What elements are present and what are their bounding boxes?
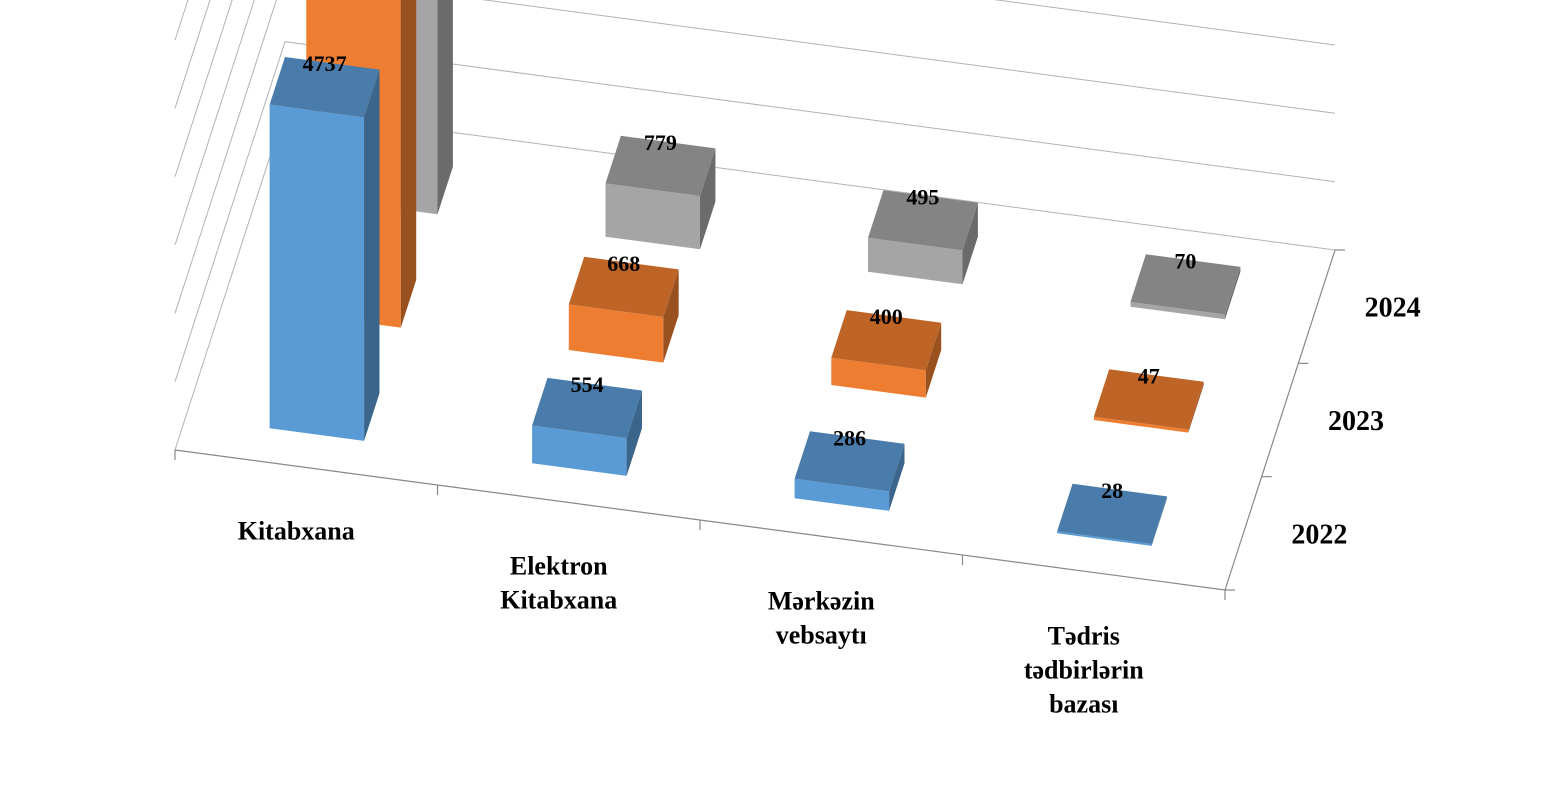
bar-front-face — [1057, 531, 1152, 546]
bar-front-face — [532, 425, 627, 476]
data-label: 28 — [1101, 478, 1123, 503]
bar-side-face — [626, 390, 642, 476]
bar-2023-4 — [1093, 369, 1204, 433]
series-label: 2022 — [1291, 519, 1347, 550]
bar-top-face — [794, 431, 905, 492]
data-label: 4737 — [303, 51, 347, 76]
bar-side-face — [1188, 381, 1204, 433]
bar-side-face — [1151, 496, 1167, 546]
data-label: 779 — [644, 130, 677, 155]
bar-front-face — [568, 304, 664, 363]
bar-2022-2 — [532, 377, 642, 476]
bar-top-face — [868, 190, 978, 251]
data-label: 70 — [1174, 248, 1196, 273]
bar-front-face — [794, 478, 890, 511]
category-label: Kitabxana — [238, 517, 355, 546]
category-label: Mərkəzin vebsaytı — [768, 587, 875, 650]
bar-front-face — [1093, 416, 1189, 433]
bar-2022-3 — [794, 431, 905, 511]
bar-side-face — [400, 0, 417, 328]
bar-side-face — [663, 269, 679, 363]
labels: 540077949570500366840047473755428628Kita… — [238, 51, 1421, 719]
bar-2023-2 — [568, 256, 679, 363]
gridline — [174, 0, 233, 177]
gridline — [174, 0, 1336, 246]
bar-front-face — [1130, 301, 1225, 320]
bar-front-face — [831, 357, 926, 398]
bars — [269, 0, 1241, 546]
bar-front-face — [605, 183, 700, 250]
bar-top-face — [1093, 369, 1204, 430]
bar-front-face — [868, 237, 963, 285]
bar-side-face — [437, 0, 453, 215]
data-label: 495 — [906, 184, 939, 209]
series-axis — [1224, 249, 1336, 591]
data-label: 668 — [607, 251, 640, 276]
axes — [174, 249, 1345, 600]
bar-2024-4 — [1130, 254, 1241, 320]
bar-side-face — [962, 202, 978, 285]
bar-top-face — [1057, 483, 1167, 544]
bar-top-face — [605, 135, 716, 196]
data-label: 286 — [833, 425, 866, 450]
bar-2022-4 — [1057, 483, 1167, 546]
bar-2024-3 — [868, 190, 978, 285]
bar-top-face — [532, 377, 642, 439]
data-label: 554 — [571, 372, 604, 397]
bar-2024-2 — [605, 135, 716, 250]
bar-side-face — [1225, 266, 1241, 320]
gridline — [174, 41, 1336, 382]
bar-2023-3 — [831, 310, 942, 398]
bar-side-face — [925, 322, 942, 398]
category-label: Tədris tədbirlərin bazası — [1024, 622, 1144, 719]
bar-2022-1 — [269, 57, 380, 441]
bar-top-face — [568, 256, 679, 317]
category-label: Elektron Kitabxana — [500, 552, 617, 615]
bar-side-face — [364, 69, 380, 441]
series-label: 2024 — [1365, 293, 1421, 324]
bar-top-face — [1130, 254, 1241, 315]
series-label: 2023 — [1328, 406, 1384, 437]
bar-top-face — [831, 310, 942, 371]
bar-side-face — [889, 443, 905, 511]
data-label: 47 — [1138, 363, 1160, 388]
data-label: 400 — [870, 304, 903, 329]
bar-front-face — [269, 104, 365, 441]
bar-top-face — [269, 57, 380, 118]
bar-side-face — [700, 148, 716, 250]
gridline — [174, 0, 1336, 314]
